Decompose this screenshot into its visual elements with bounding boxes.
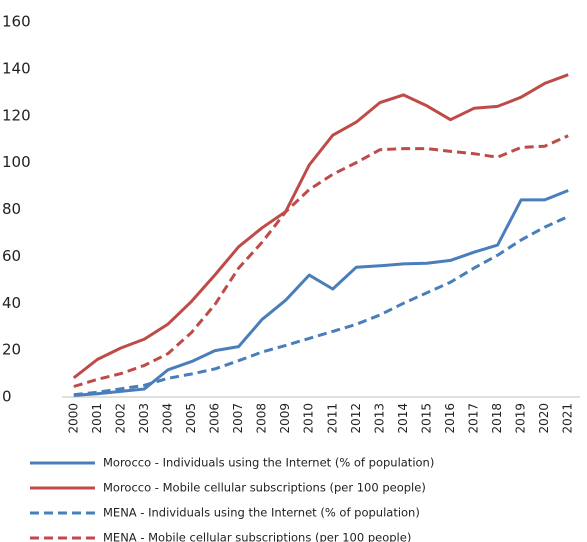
series-line: [73, 189, 569, 397]
x-tick-label: 2012: [349, 403, 363, 434]
x-tick-label: 2002: [113, 403, 127, 434]
legend-label: Morocco - Individuals using the Internet…: [103, 456, 434, 470]
x-tick-label: 2020: [537, 403, 551, 434]
x-tick-label: 2008: [255, 403, 269, 434]
x-tick-label: 2010: [302, 403, 316, 434]
x-tick-label: 2000: [66, 403, 80, 434]
legend-label: Morocco - Mobile cellular subscriptions …: [103, 481, 426, 495]
x-tick-label: 2001: [90, 403, 104, 434]
x-tick-label: 2006: [208, 403, 222, 434]
x-tick-label: 2019: [514, 403, 528, 434]
y-tick-label: 60: [2, 247, 21, 265]
x-tick-label: 2005: [184, 403, 198, 434]
legend-label: MENA - Individuals using the Internet (%…: [103, 506, 420, 520]
x-tick-label: 2013: [372, 403, 386, 434]
x-tick-label: 2016: [443, 403, 457, 434]
y-tick-label: 160: [2, 13, 31, 31]
x-tick-label: 2011: [325, 403, 339, 434]
x-tick-label: 2017: [467, 403, 481, 434]
y-tick-label: 0: [2, 388, 12, 406]
y-tick-label: 120: [2, 106, 31, 124]
x-tick-label: 2004: [160, 403, 174, 434]
x-tick-label: 2021: [561, 403, 575, 434]
x-tick-label: 2018: [490, 403, 504, 434]
y-tick-label: 20: [2, 341, 21, 359]
x-tick-label: 2007: [231, 403, 245, 434]
y-tick-label: 100: [2, 153, 31, 171]
series-line: [73, 215, 569, 397]
y-tick-label: 40: [2, 294, 21, 312]
y-tick-label: 80: [2, 200, 21, 218]
x-tick-label: 2015: [419, 403, 433, 434]
series-line: [73, 134, 569, 388]
series-line: [72, 73, 569, 379]
legend-label: MENA - Mobile cellular subscriptions (pe…: [103, 531, 411, 542]
y-tick-label: 140: [2, 59, 31, 77]
x-tick-label: 2009: [278, 403, 292, 434]
x-tick-label: 2014: [396, 403, 410, 434]
x-tick-label: 2003: [137, 403, 151, 434]
